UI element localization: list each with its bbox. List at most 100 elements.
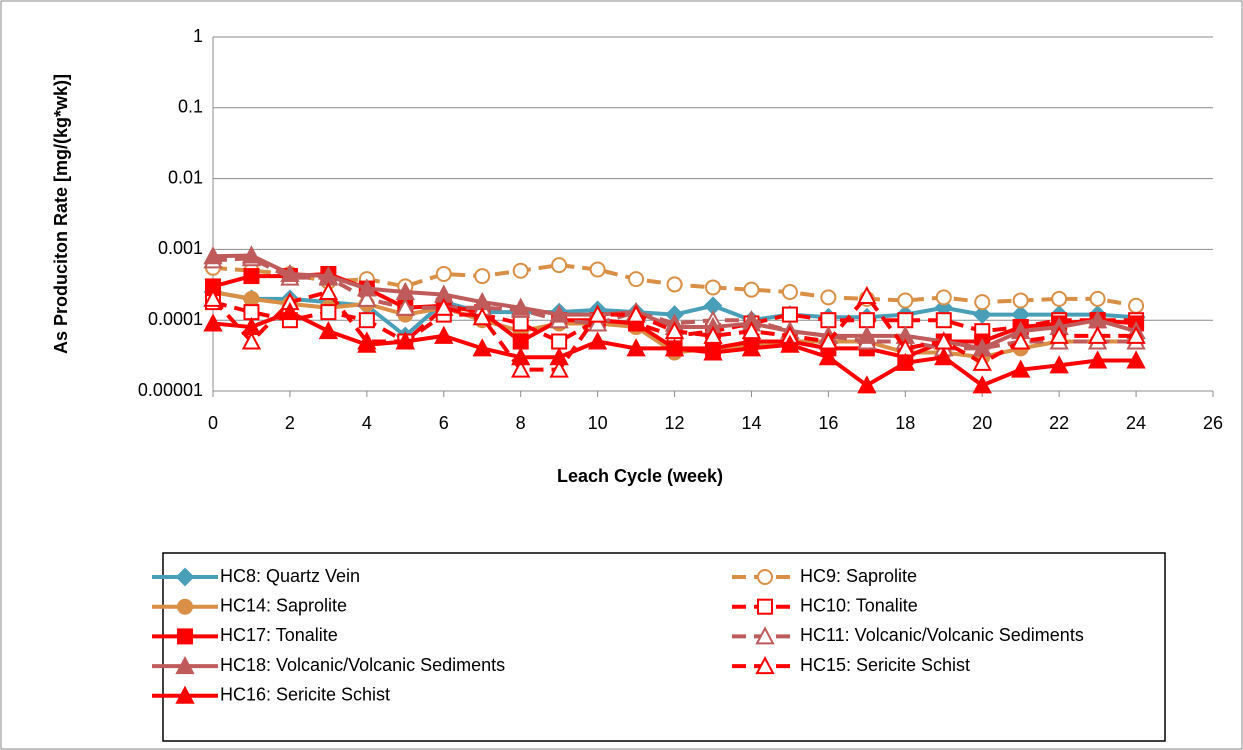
legend-marker [177, 628, 193, 645]
marker [512, 333, 529, 350]
marker [511, 297, 531, 316]
x-tick-label: 14 [741, 413, 761, 433]
marker [1049, 355, 1069, 374]
marker [820, 289, 837, 306]
marker [320, 304, 337, 321]
marker [818, 347, 839, 366]
marker [626, 338, 646, 357]
legend-marker [755, 626, 775, 645]
marker [472, 307, 492, 326]
marker [243, 268, 260, 285]
marker [512, 315, 529, 332]
marker [820, 312, 837, 329]
marker [357, 288, 377, 307]
x-tick-label: 16 [818, 413, 838, 433]
legend-marker [757, 569, 773, 585]
marker [1011, 331, 1031, 350]
marker [203, 288, 223, 307]
legend-marker [175, 685, 195, 704]
marker [664, 338, 685, 357]
marker [474, 268, 491, 285]
marker [1087, 325, 1108, 344]
legend-marker [177, 598, 193, 615]
marker [703, 342, 723, 361]
marker [858, 312, 875, 329]
marker [241, 331, 262, 350]
marker [395, 281, 415, 301]
legend-box [162, 552, 1166, 742]
marker [1128, 297, 1145, 314]
marker [587, 331, 608, 350]
marker [434, 297, 454, 316]
marker [781, 306, 798, 323]
marker [551, 333, 568, 350]
marker [972, 375, 992, 394]
x-tick-label: 10 [588, 413, 608, 433]
marker [243, 290, 260, 307]
legend-label: HC18: Volcanic/Volcanic Sediments [220, 655, 505, 675]
marker [280, 302, 300, 321]
legend-marker [755, 655, 775, 675]
marker [897, 292, 914, 309]
marker [1087, 350, 1108, 369]
legend-label: HC14: Saprolite [220, 595, 347, 615]
marker [549, 347, 569, 366]
marker [1126, 350, 1146, 369]
marker [897, 312, 914, 329]
legend-label: HC9: Saprolite [800, 566, 917, 586]
marker [628, 271, 645, 288]
y-tick-label: 0.001 [158, 238, 203, 258]
marker [705, 279, 721, 296]
marker [626, 304, 646, 323]
marker [780, 334, 800, 353]
x-tick-label: 26 [1203, 413, 1223, 433]
marker [857, 325, 877, 344]
x-tick-label: 0 [208, 413, 218, 433]
y-tick-label: 0.0001 [148, 309, 203, 329]
marker [203, 313, 223, 332]
marker [435, 265, 452, 282]
marker [549, 304, 569, 323]
x-tick-label: 12 [665, 413, 685, 433]
marker [511, 347, 531, 366]
legend-label: HC8: Quartz Vein [220, 566, 360, 586]
marker [511, 359, 531, 378]
marker [1126, 325, 1146, 344]
marker [1049, 325, 1069, 344]
marker [972, 352, 992, 371]
marker [972, 305, 992, 325]
marker [1012, 292, 1029, 309]
legend-label: HC16: Sericite Schist [220, 685, 390, 705]
marker [1011, 359, 1031, 378]
marker [974, 294, 991, 311]
marker [1051, 290, 1068, 307]
legend-label: HC11: Volcanic/Volcanic Sediments [800, 625, 1084, 645]
legend-label: HC17: Tonalite [220, 625, 338, 645]
marker [241, 316, 262, 336]
marker [587, 313, 608, 332]
y-tick-label: 1 [193, 26, 203, 46]
marker [857, 375, 877, 394]
marker [203, 246, 223, 265]
marker [395, 331, 415, 350]
marker [357, 334, 377, 353]
marker [934, 347, 954, 366]
y-axis-label: As Produciton Rate [mg/(kg*wk)] [51, 74, 71, 354]
x-tick-label: 6 [439, 413, 449, 433]
marker [1089, 290, 1106, 307]
marker [895, 352, 915, 371]
marker [280, 263, 300, 282]
marker [781, 284, 798, 301]
marker [666, 276, 683, 293]
y-tick-label: 0.00001 [138, 380, 203, 400]
marker [512, 262, 529, 279]
x-tick-label: 4 [362, 413, 372, 433]
marker [318, 281, 339, 301]
x-tick-label: 2 [285, 413, 295, 433]
marker [551, 257, 568, 274]
marker [857, 285, 877, 304]
legend-marker [175, 567, 195, 587]
x-tick-label: 8 [516, 413, 526, 433]
